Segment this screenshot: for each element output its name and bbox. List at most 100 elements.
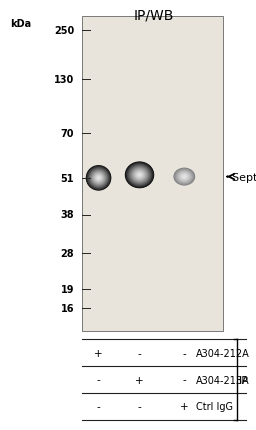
Ellipse shape <box>126 163 153 188</box>
Ellipse shape <box>181 174 188 180</box>
Text: 51: 51 <box>61 173 74 184</box>
Ellipse shape <box>180 174 188 181</box>
Text: 130: 130 <box>54 74 74 85</box>
Ellipse shape <box>86 166 111 191</box>
Ellipse shape <box>183 176 186 178</box>
Text: 19: 19 <box>61 284 74 294</box>
Text: -: - <box>183 348 186 358</box>
Ellipse shape <box>125 162 154 189</box>
Ellipse shape <box>184 177 185 178</box>
Ellipse shape <box>95 175 102 182</box>
Ellipse shape <box>89 169 108 188</box>
Ellipse shape <box>177 171 191 183</box>
Ellipse shape <box>136 172 143 179</box>
Ellipse shape <box>177 172 191 183</box>
Ellipse shape <box>94 174 103 183</box>
Ellipse shape <box>180 173 189 181</box>
Ellipse shape <box>128 165 151 186</box>
Ellipse shape <box>184 177 185 178</box>
Ellipse shape <box>183 176 185 178</box>
Ellipse shape <box>129 166 150 185</box>
Text: 38: 38 <box>61 210 74 220</box>
Ellipse shape <box>88 168 109 189</box>
Ellipse shape <box>137 173 142 178</box>
Ellipse shape <box>86 166 111 191</box>
Ellipse shape <box>134 171 145 180</box>
Ellipse shape <box>138 175 141 176</box>
Text: Ctrl IgG: Ctrl IgG <box>196 401 233 412</box>
Ellipse shape <box>176 170 193 184</box>
Ellipse shape <box>178 172 191 182</box>
Ellipse shape <box>98 178 99 179</box>
Ellipse shape <box>176 171 192 184</box>
Ellipse shape <box>91 171 106 186</box>
Text: 16: 16 <box>61 304 74 314</box>
Ellipse shape <box>179 173 190 181</box>
Ellipse shape <box>92 172 105 185</box>
Ellipse shape <box>174 169 195 185</box>
Text: -: - <box>97 375 100 385</box>
Ellipse shape <box>88 167 110 190</box>
Ellipse shape <box>87 167 110 190</box>
Ellipse shape <box>180 174 189 181</box>
Ellipse shape <box>174 169 195 186</box>
Text: -: - <box>138 401 141 412</box>
Ellipse shape <box>93 173 104 184</box>
Text: kDa: kDa <box>10 19 31 29</box>
Ellipse shape <box>90 170 107 187</box>
Text: A304-212A: A304-212A <box>196 348 250 358</box>
Ellipse shape <box>139 175 140 176</box>
Ellipse shape <box>126 163 153 187</box>
Ellipse shape <box>182 175 187 179</box>
Text: -: - <box>183 375 186 385</box>
Ellipse shape <box>93 173 104 184</box>
Ellipse shape <box>177 171 192 184</box>
Ellipse shape <box>95 175 102 181</box>
Ellipse shape <box>91 171 106 186</box>
Text: IP: IP <box>239 375 249 385</box>
Ellipse shape <box>95 175 102 182</box>
Ellipse shape <box>175 169 194 185</box>
Ellipse shape <box>129 166 150 185</box>
Ellipse shape <box>175 169 194 185</box>
Text: -: - <box>138 348 141 358</box>
Ellipse shape <box>128 165 151 186</box>
Ellipse shape <box>178 172 190 182</box>
Text: 250: 250 <box>54 26 74 36</box>
Text: +: + <box>180 401 189 412</box>
Ellipse shape <box>90 169 108 187</box>
Ellipse shape <box>98 178 99 179</box>
Ellipse shape <box>131 168 148 183</box>
Ellipse shape <box>137 173 142 178</box>
Ellipse shape <box>183 176 186 178</box>
Ellipse shape <box>131 167 148 184</box>
Ellipse shape <box>138 174 141 177</box>
Ellipse shape <box>176 170 193 184</box>
Text: +: + <box>135 375 144 385</box>
Ellipse shape <box>96 176 101 181</box>
Ellipse shape <box>178 172 190 182</box>
Ellipse shape <box>130 167 149 184</box>
Text: 28: 28 <box>61 249 74 259</box>
Ellipse shape <box>135 172 144 179</box>
Ellipse shape <box>89 169 108 188</box>
Ellipse shape <box>132 168 147 183</box>
Ellipse shape <box>97 177 100 180</box>
Ellipse shape <box>97 176 101 181</box>
Ellipse shape <box>92 172 105 185</box>
Ellipse shape <box>94 174 103 183</box>
Text: 70: 70 <box>61 128 74 138</box>
Ellipse shape <box>182 175 187 180</box>
Text: -: - <box>97 401 100 412</box>
Ellipse shape <box>181 175 188 180</box>
Text: +: + <box>94 348 103 358</box>
Ellipse shape <box>133 169 146 181</box>
Ellipse shape <box>88 168 109 189</box>
Bar <box>82 17 223 331</box>
Ellipse shape <box>136 172 143 178</box>
Ellipse shape <box>179 173 189 181</box>
Ellipse shape <box>135 171 144 180</box>
Ellipse shape <box>127 164 152 187</box>
Ellipse shape <box>132 169 147 182</box>
Ellipse shape <box>130 166 149 184</box>
